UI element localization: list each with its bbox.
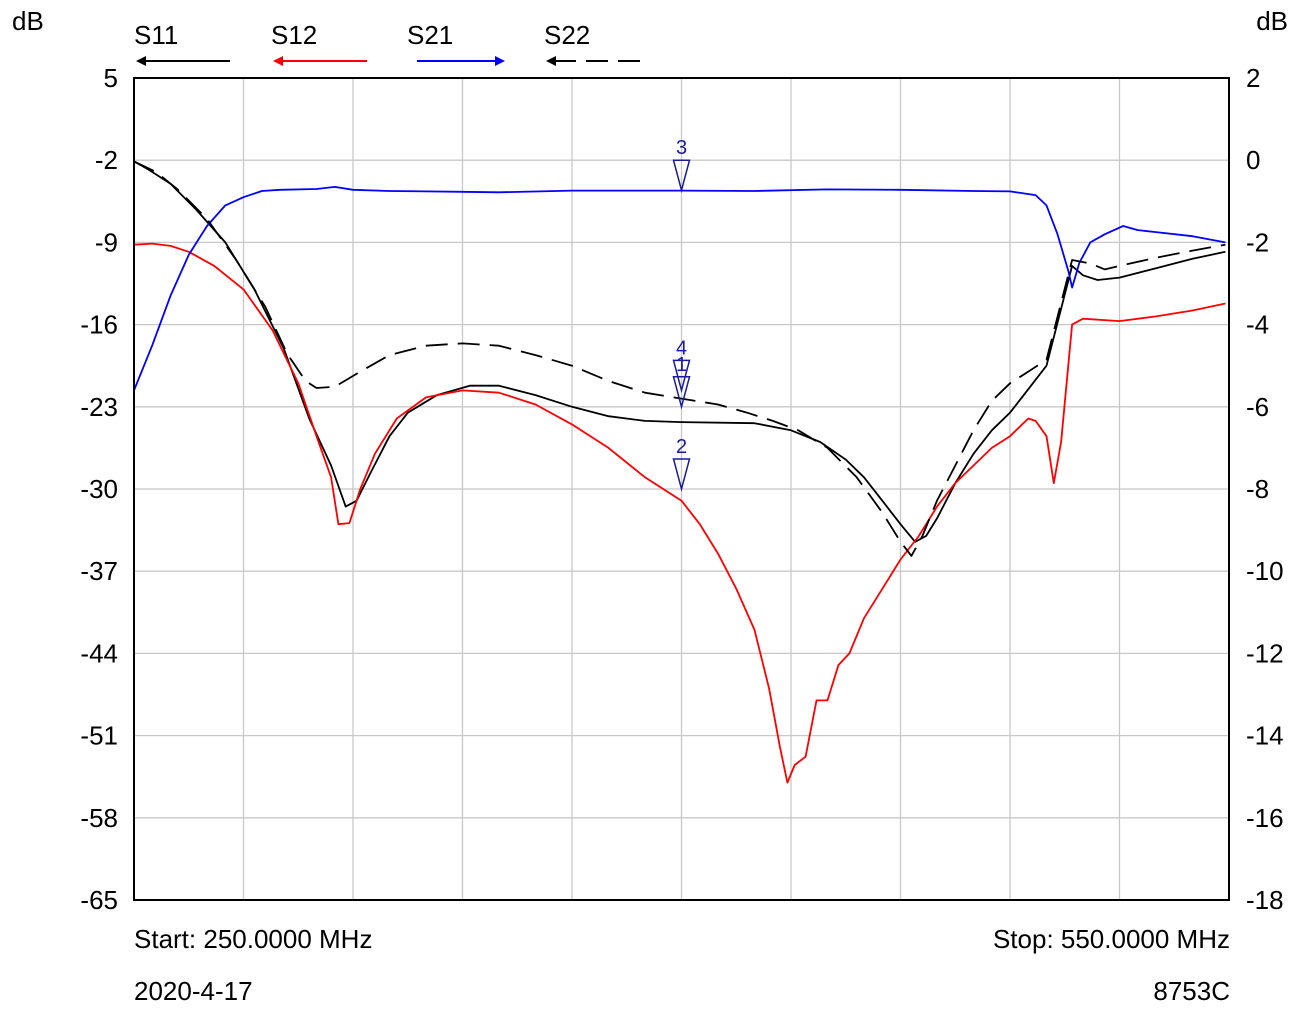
measurement-date: 2020-4-17: [134, 976, 253, 1006]
marker-1-label: 1: [676, 354, 687, 376]
right-tick-label: -18: [1246, 885, 1284, 915]
marker-3-triangle: [672, 159, 691, 194]
left-tick-label: -9: [95, 227, 118, 257]
left-tick-label: -2: [95, 145, 118, 175]
left-tick-label: -16: [80, 310, 118, 340]
left-tick-label: -58: [80, 803, 118, 833]
markers: 3 41 2: [672, 137, 691, 492]
grid: [134, 78, 1229, 900]
instrument-model: 8753C: [1153, 976, 1230, 1006]
plot-frame: [133, 77, 1230, 901]
trace-s21: [133, 185, 1226, 391]
marker-4-triangle: [672, 359, 691, 394]
left-tick-label: -37: [80, 556, 118, 586]
legend-label-s22: S22: [544, 20, 590, 50]
right-tick-label: -10: [1246, 556, 1284, 586]
left-tick-label: -51: [80, 721, 118, 751]
right-tick-label: -6: [1246, 392, 1269, 422]
right-tick-label: 2: [1246, 63, 1260, 93]
legend-arrow-s11: [136, 56, 146, 66]
legend-label-s12: S12: [271, 20, 317, 50]
right-tick-label: -14: [1246, 721, 1284, 751]
legend-label-s21: S21: [407, 20, 453, 50]
start-frequency: Start: 250.0000 MHz: [134, 924, 372, 954]
stop-frequency: Stop: 550.0000 MHz: [993, 924, 1230, 954]
left-tick-label: -44: [80, 638, 118, 668]
marker-3-label: 3: [676, 137, 687, 159]
marker-2-triangle: [672, 458, 691, 492]
legend-arrow-s21: [495, 56, 505, 66]
right-tick-label: -2: [1246, 227, 1269, 257]
right-axis-ticks: 2 0 -2 -4 -6 -8 -10 -12 -14 -16 -18: [1246, 63, 1284, 915]
right-tick-label: -16: [1246, 803, 1284, 833]
left-tick-label: -65: [80, 885, 118, 915]
left-tick-label: -23: [80, 392, 118, 422]
legend: S11 S12 S21 S22: [134, 20, 640, 66]
left-axis-unit: dB: [12, 6, 44, 36]
right-tick-label: -12: [1246, 638, 1284, 668]
trace-s12: [133, 242, 1226, 784]
traces: [133, 160, 1226, 784]
marker-4-label: 4: [676, 337, 687, 359]
right-tick-label: 0: [1246, 145, 1260, 175]
marker-1-triangle: [672, 376, 691, 410]
right-tick-label: -4: [1246, 310, 1269, 340]
marker-2-label: 2: [676, 436, 687, 458]
left-tick-label: 5: [104, 63, 118, 93]
legend-label-s11: S11: [134, 20, 178, 50]
right-axis-unit: dB: [1256, 6, 1288, 36]
left-tick-label: -30: [80, 474, 118, 504]
legend-arrow-s12: [273, 56, 283, 66]
right-tick-label: -8: [1246, 474, 1269, 504]
legend-arrow-s22: [546, 56, 556, 66]
left-axis-ticks: 5 -2 -9 -16 -23 -30 -37 -44 -51 -58 -65: [80, 63, 118, 915]
